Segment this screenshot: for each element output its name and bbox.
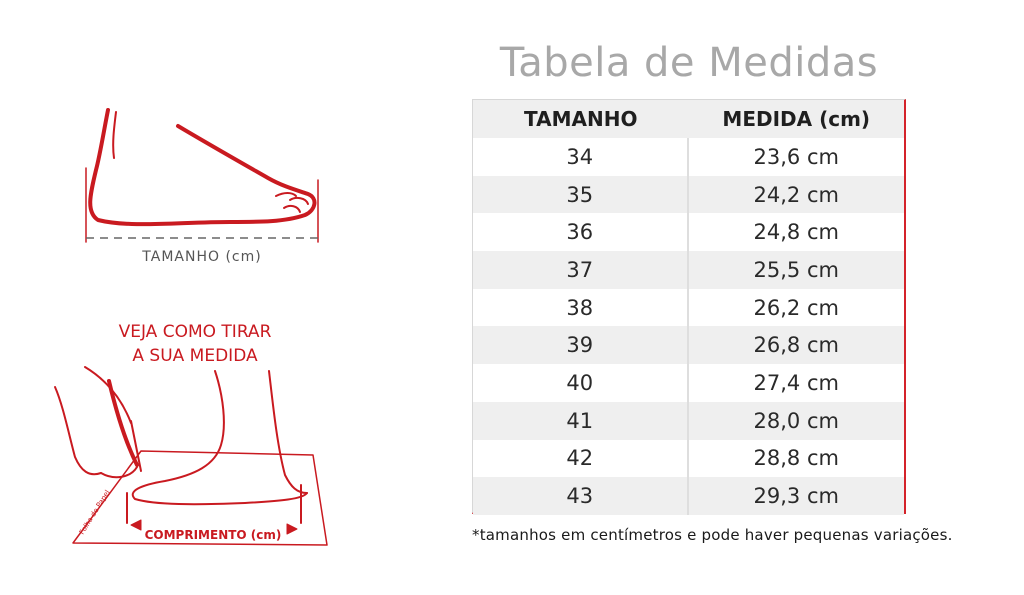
size-cell: 37 <box>473 251 689 289</box>
measure-cell: 24,8 cm <box>753 220 839 245</box>
footnote: *tamanhos em centímetros e pode haver pe… <box>472 526 953 544</box>
measure-cell: 28,8 cm <box>753 446 839 471</box>
size-table: TAMANHO MEDIDA (cm) 34 23,6 cm 35 24,2 c… <box>472 99 906 515</box>
size-cell: 35 <box>473 175 689 214</box>
table-row: 42 28,8 cm <box>473 439 904 478</box>
size-cell: 43 <box>473 477 689 515</box>
table-row: 37 25,5 cm <box>473 251 904 289</box>
measure-cell: 28,0 cm <box>753 408 839 433</box>
table-header-row: TAMANHO MEDIDA (cm) <box>473 100 904 138</box>
foot-size-illustration: TAMANHO (cm) <box>85 108 319 265</box>
instruction-line-2: A SUA MEDIDA <box>132 346 258 366</box>
size-cell: 38 <box>473 288 689 327</box>
measure-instructions-illustration: VEJA COMO TIRAR A SUA MEDIDA COMPRIMENTO… <box>54 322 328 546</box>
measure-cell: 25,5 cm <box>753 257 839 282</box>
table-row: 35 24,2 cm <box>473 175 904 214</box>
size-cell: 39 <box>473 326 689 365</box>
instruction-line-1: VEJA COMO TIRAR <box>119 322 272 342</box>
page-title: Tabela de Medidas <box>499 40 879 86</box>
measure-cell: 26,8 cm <box>753 333 839 358</box>
foot-size-label: TAMANHO (cm) <box>141 249 261 265</box>
size-cell: 42 <box>473 439 689 478</box>
table-row: 41 28,0 cm <box>473 401 904 440</box>
table-row: 40 27,4 cm <box>473 364 904 402</box>
size-cell: 41 <box>473 401 689 440</box>
paper-label: Folha de Papel <box>78 489 112 536</box>
measure-cell: 23,6 cm <box>753 144 839 169</box>
length-label: COMPRIMENTO (cm) <box>145 528 282 542</box>
header-size: TAMANHO <box>524 107 638 131</box>
table-row: 38 26,2 cm <box>473 288 904 327</box>
size-cell: 36 <box>473 213 689 252</box>
table-row: 34 23,6 cm <box>473 138 904 176</box>
measure-cell: 24,2 cm <box>753 182 839 207</box>
measure-cell: 29,3 cm <box>753 484 839 509</box>
size-cell: 34 <box>473 138 689 176</box>
measure-cell: 26,2 cm <box>753 295 839 320</box>
measure-cell: 27,4 cm <box>753 370 839 395</box>
header-measure: MEDIDA (cm) <box>722 107 871 131</box>
table-row: 36 24,8 cm <box>473 213 904 252</box>
size-cell: 40 <box>473 364 689 402</box>
table-row: 43 29,3 cm <box>473 477 904 515</box>
table-row: 39 26,8 cm <box>473 326 904 365</box>
